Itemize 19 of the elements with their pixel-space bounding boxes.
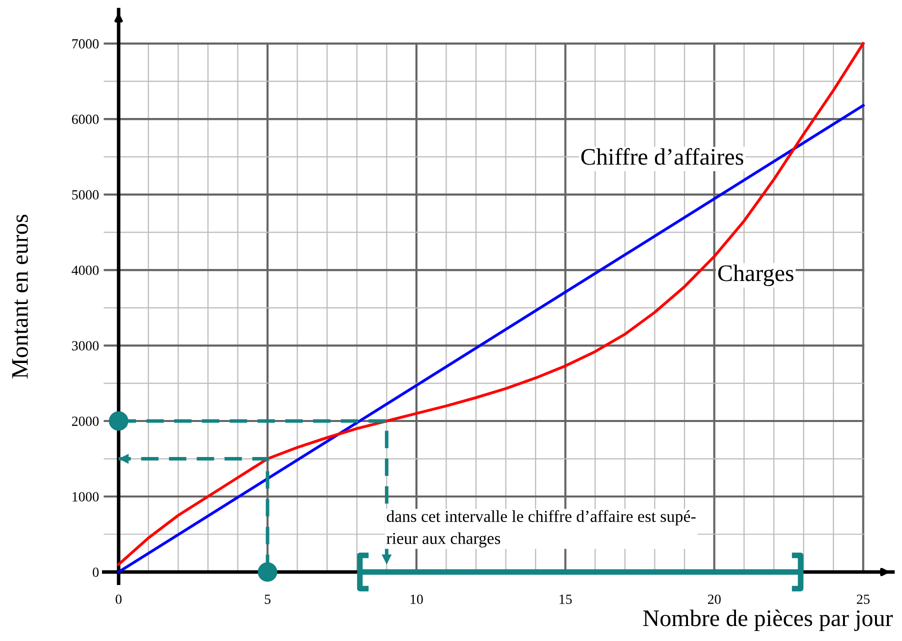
y-tick-label: 2000 (72, 416, 99, 426)
y-tick-label: 6000 (72, 114, 99, 124)
x-tick-label: 20 (708, 594, 721, 604)
series-label: Charges (718, 264, 794, 286)
x-tick-label: 25 (856, 594, 870, 604)
y-tick-label: 4000 (72, 266, 99, 275)
y-tick-label: 0 (92, 568, 99, 577)
x-axis-title: Nombre de pièces par jour (643, 610, 893, 632)
x-tick-label: 5 (264, 594, 270, 604)
annotation: dans cet intervalle le chiffre d’affaire est supé- rieur aux charges (386, 510, 696, 548)
y-tick-label: 3000 (72, 341, 99, 350)
y-axis-title: Montant en euros (12, 214, 28, 378)
y-tick-label: 5000 (72, 190, 99, 200)
y-tick-label: 1000 (72, 492, 99, 502)
series-label: Chiffre d’affaires (581, 148, 744, 165)
y-tick-label: 7000 (72, 39, 99, 49)
x-tick-label: 15 (560, 594, 572, 604)
x-tick-label: 0 (116, 594, 122, 604)
x-tick-label: 10 (410, 594, 423, 604)
